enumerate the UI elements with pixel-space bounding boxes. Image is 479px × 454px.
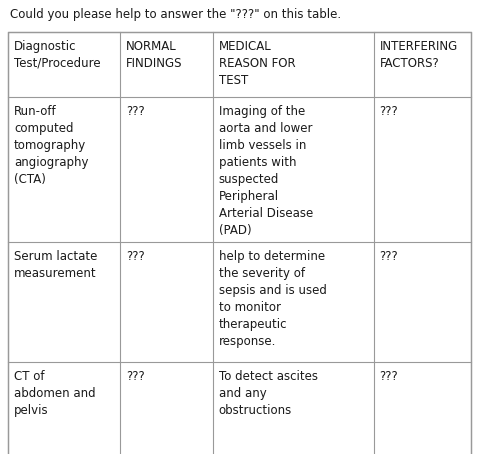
Text: Serum lactate
measurement: Serum lactate measurement xyxy=(14,250,97,280)
Text: ???: ??? xyxy=(126,370,145,383)
Text: help to determine
the severity of
sepsis and is used
to monitor
therapeutic
resp: help to determine the severity of sepsis… xyxy=(219,250,327,348)
Text: To detect ascites
and any
obstructions: To detect ascites and any obstructions xyxy=(219,370,318,417)
Text: MEDICAL
REASON FOR
TEST: MEDICAL REASON FOR TEST xyxy=(219,40,296,87)
Text: ???: ??? xyxy=(379,105,398,118)
Text: ???: ??? xyxy=(379,370,398,383)
Text: Run-off
computed
tomography
angiography
(CTA): Run-off computed tomography angiography … xyxy=(14,105,89,186)
Text: Imaging of the
aorta and lower
limb vessels in
patients with
suspected
Periphera: Imaging of the aorta and lower limb vess… xyxy=(219,105,313,237)
Text: NORMAL
FINDINGS: NORMAL FINDINGS xyxy=(126,40,182,70)
Text: Diagnostic
Test/Procedure: Diagnostic Test/Procedure xyxy=(14,40,101,70)
Text: CT of
abdomen and
pelvis: CT of abdomen and pelvis xyxy=(14,370,96,417)
Text: Could you please help to answer the "???" on this table.: Could you please help to answer the "???… xyxy=(10,8,341,21)
Text: INTERFERING
FACTORS?: INTERFERING FACTORS? xyxy=(379,40,458,70)
Text: ???: ??? xyxy=(126,105,145,118)
Text: ???: ??? xyxy=(126,250,145,263)
Text: ???: ??? xyxy=(379,250,398,263)
